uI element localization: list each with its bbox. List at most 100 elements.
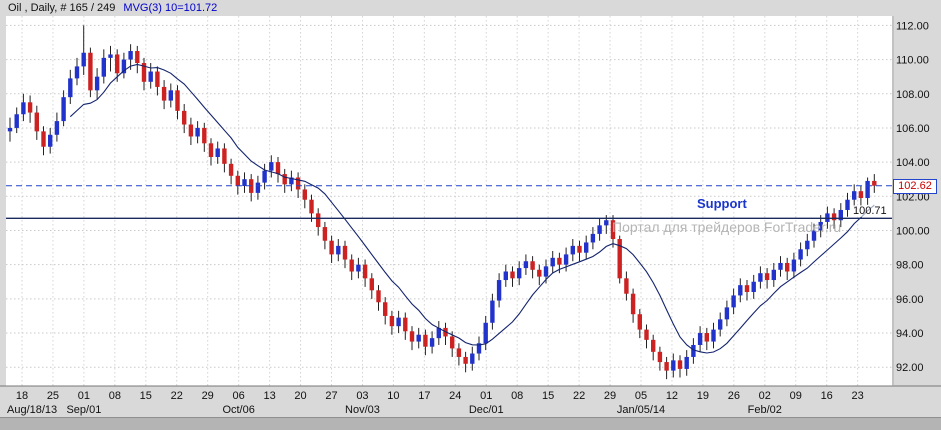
candle-body xyxy=(188,124,194,137)
week-label: 16 xyxy=(821,390,833,402)
bottom-scrollbar[interactable] xyxy=(0,417,941,430)
candle-body xyxy=(450,336,455,349)
candle-body xyxy=(597,225,602,234)
week-label: 01 xyxy=(480,390,492,402)
candle-body xyxy=(798,249,803,260)
candle-body xyxy=(456,348,462,357)
candle-body xyxy=(54,121,60,135)
month-label: Aug/18/13 xyxy=(7,404,57,416)
candle-body xyxy=(697,333,703,345)
moving-average-line xyxy=(69,63,875,354)
y-axis-label: 110.00 xyxy=(896,55,929,67)
candle-body xyxy=(128,51,133,60)
candle-body xyxy=(101,57,106,77)
candle-body xyxy=(778,262,783,270)
week-label: 09 xyxy=(790,390,802,402)
candle-body xyxy=(617,239,622,279)
candle-body xyxy=(630,293,636,315)
candle-body xyxy=(255,182,261,193)
candle-body xyxy=(490,300,495,323)
y-axis-label: 104.00 xyxy=(896,157,930,169)
candle-body xyxy=(148,71,153,82)
candle-body xyxy=(175,90,180,111)
candle-body xyxy=(41,131,46,147)
candle-body xyxy=(7,127,13,132)
candle-body xyxy=(309,199,314,214)
support-annotation: Support xyxy=(697,196,747,211)
candle-body xyxy=(791,259,797,272)
month-label: Feb/02 xyxy=(748,404,782,416)
candle-body xyxy=(537,269,542,277)
week-label: 26 xyxy=(728,390,740,402)
candle-body xyxy=(584,242,589,253)
candle-body xyxy=(429,338,435,347)
candle-body xyxy=(517,268,522,279)
candle-body xyxy=(865,180,870,199)
candle-body xyxy=(738,285,743,296)
week-label: 13 xyxy=(263,390,275,402)
week-label: 01 xyxy=(78,390,90,402)
candle-body xyxy=(510,271,515,279)
candle-body xyxy=(409,331,415,342)
candle-body xyxy=(563,254,569,265)
candle-body xyxy=(604,220,609,226)
candle-body xyxy=(316,213,321,228)
week-label: 25 xyxy=(47,390,59,402)
candle-body xyxy=(463,356,468,364)
candle-body xyxy=(570,245,575,255)
candle-body xyxy=(838,209,843,221)
candle-body xyxy=(711,329,716,342)
y-axis-label: 108.00 xyxy=(896,89,930,101)
y-axis-label: 112.00 xyxy=(896,20,929,32)
candle-body xyxy=(543,266,549,277)
candle-body xyxy=(651,339,656,352)
week-label: 02 xyxy=(759,390,771,402)
candle-body xyxy=(416,334,421,342)
y-axis-label: 106.00 xyxy=(896,123,930,135)
candle-body xyxy=(141,62,147,82)
week-label: 05 xyxy=(635,390,647,402)
candle-body xyxy=(470,353,475,364)
week-label: 08 xyxy=(109,390,121,402)
candle-body xyxy=(329,240,334,255)
week-label: 27 xyxy=(325,390,337,402)
chart-title: Oil , Daily, # 165 / 249 xyxy=(8,2,116,14)
watermark: Портал для трейдеров ForTrader.ru xyxy=(612,219,842,235)
candle-body xyxy=(550,257,555,267)
week-label: 20 xyxy=(294,390,306,402)
candle-body xyxy=(684,356,689,369)
candle-body xyxy=(362,264,368,279)
week-label: 22 xyxy=(573,390,585,402)
candle-body xyxy=(135,51,140,63)
candle-body xyxy=(691,344,696,357)
candle-body xyxy=(295,177,301,190)
week-label: 17 xyxy=(418,390,430,402)
candle-body xyxy=(590,233,596,243)
ma-indicator-label: MVG(3) 10=101.72 xyxy=(123,2,218,14)
candle-body xyxy=(222,148,227,164)
candle-body xyxy=(269,162,274,171)
candle-body xyxy=(704,333,709,342)
candle-body xyxy=(657,351,663,363)
candle-body xyxy=(74,66,80,79)
candle-body xyxy=(235,175,240,187)
candle-body xyxy=(503,271,508,281)
week-label: 24 xyxy=(449,390,461,402)
candle-body xyxy=(61,97,66,122)
candle-body xyxy=(68,78,73,98)
candle-body xyxy=(155,71,160,87)
candle-body xyxy=(758,273,763,282)
candle-body xyxy=(27,102,33,113)
candle-body xyxy=(731,295,736,308)
candle-body xyxy=(275,162,281,175)
candle-body xyxy=(389,315,395,327)
month-label: Nov/03 xyxy=(345,404,380,416)
chart-header: Oil , Daily, # 165 / 249 MVG(3) 10=101.7… xyxy=(0,0,941,16)
week-label: 29 xyxy=(202,390,214,402)
candle-body xyxy=(677,360,683,369)
candle-body xyxy=(764,273,770,281)
candle-body xyxy=(14,114,19,128)
candle-body xyxy=(202,127,207,144)
